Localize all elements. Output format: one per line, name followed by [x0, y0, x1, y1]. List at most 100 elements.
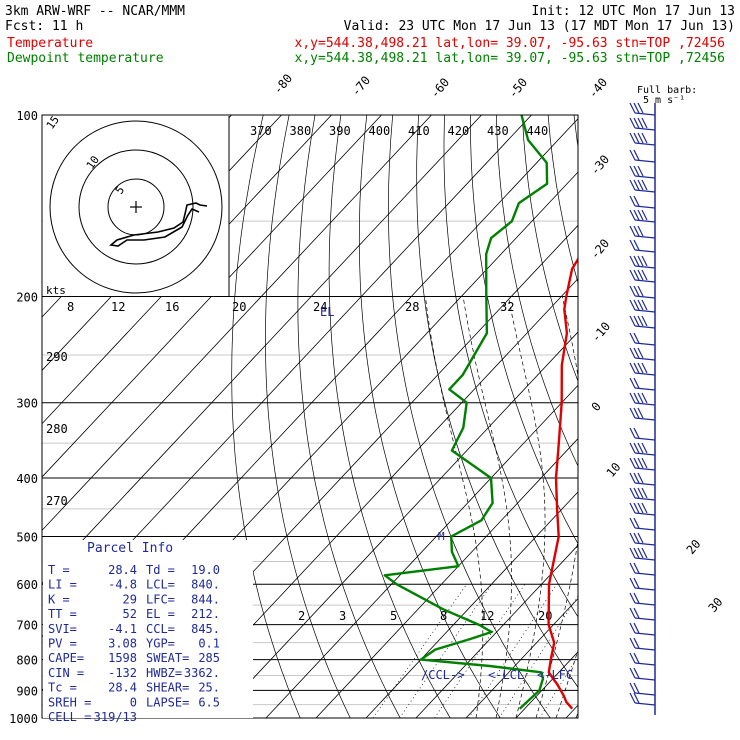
pressure-label-500: 500: [16, 530, 38, 544]
wind-barb: [629, 239, 656, 253]
dry-adiabat-290: [358, 115, 501, 718]
pressure-label-1000: 1000: [9, 712, 38, 726]
wind-barb: [629, 377, 656, 391]
hodograph-ring-2: [78, 149, 194, 265]
pressure-label-200: 200: [16, 291, 38, 305]
parcel-info-cell: TT =: [48, 607, 77, 621]
theta-label: 440: [527, 124, 549, 138]
theta-label: 410: [408, 124, 430, 138]
wind-barb: [629, 487, 656, 501]
parcel-info-cell: K =: [48, 592, 70, 606]
parcel-info-cell: CAPE=: [48, 651, 84, 665]
theta-label: 400: [369, 124, 391, 138]
upper-scale-label: 20: [232, 300, 246, 314]
dry-adiabat-330: [470, 115, 578, 545]
dewpoint-location: x,y=544.38,498.21 lat,lon= 39.07, -95.63…: [295, 51, 725, 66]
wind-barb: [629, 209, 656, 223]
parcel-info-cell: 28.4: [108, 681, 137, 695]
wind-barb: [629, 427, 656, 441]
parcel-info-cell: 25.: [198, 681, 220, 695]
isotherm--100: [42, 115, 482, 585]
wind-barb: [629, 332, 656, 346]
pressure-label-400: 400: [16, 472, 38, 486]
wind-barb: [629, 299, 656, 313]
parcel-info-cell: 29: [123, 592, 137, 606]
hodograph-ring-3: [49, 120, 223, 294]
isotherm-label: -60: [428, 75, 453, 101]
pressure-label-800: 800: [16, 654, 38, 668]
mixing-ratio-label: 12: [480, 609, 494, 623]
dry-adiabat-400: [652, 115, 740, 718]
hodograph-ring-label: 10: [84, 153, 102, 171]
wind-barb: [629, 132, 656, 146]
dry-adiabat-420: [704, 115, 740, 718]
parcel-info-cell: 212.: [191, 607, 220, 621]
barb-legend-line1: Full barb:: [637, 85, 697, 96]
wind-barb: [629, 442, 656, 456]
dry-adiabat-380: [600, 115, 740, 718]
parcel-info-cell: 3362.: [184, 666, 220, 680]
el-marker: EL: [320, 305, 334, 319]
isotherm-label: 30: [706, 595, 726, 615]
valid-time: Valid: 23 UTC Mon 17 Jun 13 (17 MDT Mon …: [344, 19, 735, 34]
dry-adiabat-350: [521, 115, 578, 383]
parcel-info-cell: LFC=: [146, 592, 175, 606]
wind-barb: [629, 457, 656, 471]
wind-barb: [629, 195, 656, 209]
parcel-info-cell: LAPSE=: [146, 695, 189, 709]
mixing-ratio-2: [372, 583, 467, 718]
parcel-info-cell: SVI=: [48, 622, 77, 636]
lcl-marker: <-LCL: [488, 668, 524, 682]
hodograph-kts-label: kts: [46, 284, 66, 297]
isotherm-50: [666, 115, 740, 718]
moist-adiabat-28: [555, 649, 578, 718]
parcel-info-cell: EL =: [146, 607, 175, 621]
theta-lower-label: 280: [46, 422, 68, 436]
isotherm--120: [42, 115, 382, 478]
forecast-hour: Fcst: 11 h: [5, 19, 83, 34]
wind-barb: [629, 407, 656, 421]
parcel-info-cell: 6.5: [198, 695, 220, 709]
moist-adiabat-16: [462, 296, 512, 718]
upper-scale-label: 24: [313, 300, 327, 314]
plot-frame: [41, 114, 579, 719]
isotherm-label: -80: [271, 71, 296, 97]
mixing-ratio-3: [399, 584, 492, 718]
hodograph-ring-label: 15: [44, 113, 62, 131]
parcel-info-cell: CELL =: [48, 710, 91, 724]
init-time: Init: 12 UTC Mon 17 Jun 13: [532, 4, 736, 19]
wind-barb: [629, 637, 656, 651]
isotherm-label: -10: [589, 319, 614, 345]
wind-barb: [629, 682, 656, 696]
parcel-info-cell: 3.08: [108, 637, 137, 651]
moist-adiabat-12: [425, 296, 484, 718]
wind-barb: [629, 692, 656, 706]
theta-label: 430: [487, 124, 509, 138]
wind-barb: [629, 165, 656, 179]
pressure-label-300: 300: [16, 397, 38, 411]
mixing-ratio-label: 20: [538, 609, 552, 623]
moist-adiabat-24: [535, 296, 578, 718]
wind-barb: [629, 255, 656, 269]
isotherm--30: [265, 384, 578, 718]
parcel-info-cell: 845.: [191, 622, 220, 636]
parcel-info-cell: LI =: [48, 578, 77, 592]
mixing-ratio-label: 2: [298, 609, 305, 623]
parcel-info-cell: -132: [108, 666, 137, 680]
temperature-legend: Temperature: [7, 36, 93, 51]
parcel-info-cell: T =: [48, 563, 70, 577]
parcel-info-cell: LCL=: [146, 578, 175, 592]
dry-adiabat-340: [495, 115, 578, 467]
parcel-info-cell: 28.4: [108, 563, 137, 577]
theta-lower-label: 270: [46, 494, 68, 508]
upper-scale-label: 8: [67, 300, 74, 314]
parcel-info-cell: PV =: [48, 637, 77, 651]
wind-barb: [629, 547, 656, 561]
wind-barb: [629, 315, 656, 329]
hodograph-trace: [109, 202, 208, 247]
isotherm-label: 20: [684, 537, 704, 557]
wind-barb: [629, 285, 656, 299]
isotherm--20: [315, 438, 578, 718]
parcel-info-cell: CIN =: [48, 666, 84, 680]
